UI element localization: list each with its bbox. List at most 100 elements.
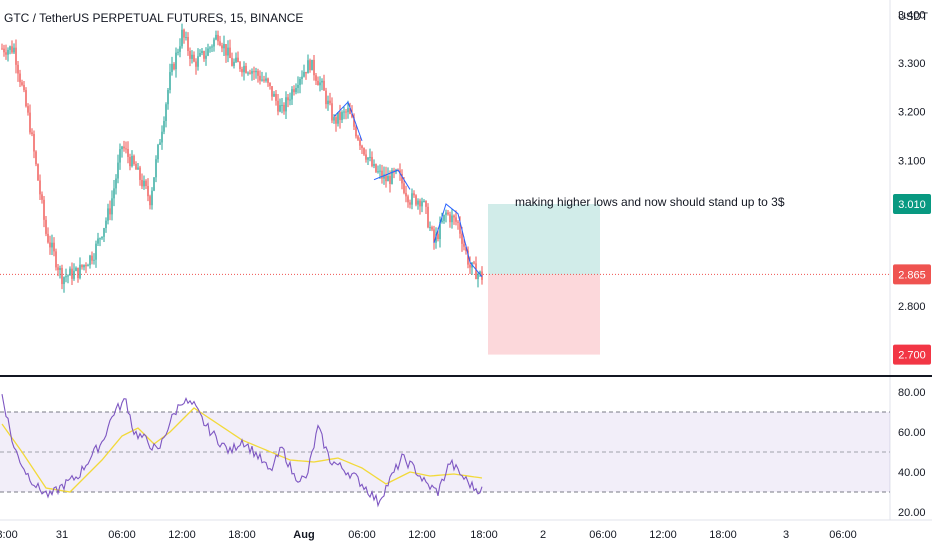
candle-body <box>365 154 367 160</box>
candle-body <box>101 236 103 239</box>
candle-body <box>243 65 245 73</box>
candle-body <box>37 164 39 181</box>
candle-body <box>55 251 57 268</box>
candle-body <box>61 267 63 285</box>
candle-body <box>193 54 195 62</box>
candle-body <box>465 246 467 251</box>
candle-body <box>203 51 205 59</box>
candle-body <box>9 46 11 50</box>
candle-body <box>167 89 169 105</box>
price-tick-label: 3.200 <box>898 107 926 119</box>
candle-body <box>357 136 359 140</box>
candle-body <box>259 75 261 81</box>
candle-body <box>197 56 199 67</box>
annotation-text[interactable]: making higher lows and now should stand … <box>515 195 785 209</box>
candle-body <box>331 103 333 121</box>
candle-body <box>383 174 385 179</box>
candle-body <box>283 104 285 112</box>
candle-body <box>281 104 283 106</box>
candle-body <box>427 206 429 228</box>
candle-body <box>157 144 159 160</box>
candle-body <box>181 29 183 47</box>
rsi-tick-label: 20.00 <box>898 507 926 519</box>
time-tick-label: 18:00 <box>0 529 18 541</box>
candle-body <box>431 227 433 230</box>
candle-body <box>313 59 315 76</box>
time-tick-label: Aug <box>293 529 314 541</box>
candle-body <box>241 69 243 73</box>
candle-body <box>33 134 35 152</box>
take-profit-zone[interactable] <box>488 204 600 275</box>
candle-body <box>149 196 151 206</box>
candle-body <box>353 117 355 127</box>
candle-body <box>363 148 365 155</box>
candle-body <box>165 104 167 122</box>
current-price-label-text: 2.865 <box>898 269 926 281</box>
candle-body <box>293 89 295 93</box>
time-axis-ticks: 18:00 31 06:00 12:00 18:00 Aug 06:00 12:00 18:00… <box>0 529 857 541</box>
candle-body <box>475 263 477 280</box>
candle-body <box>273 93 275 97</box>
candle-body <box>369 156 371 158</box>
candle-body <box>455 217 457 222</box>
candle-body <box>113 188 115 199</box>
trend-line[interactable] <box>433 203 483 278</box>
time-tick-label: 06:00 <box>589 529 617 541</box>
candle-body <box>323 80 325 91</box>
candle-body <box>303 71 305 77</box>
candle-body <box>287 97 289 101</box>
candle-body <box>373 164 375 166</box>
candle-body <box>375 164 377 172</box>
candle-body <box>315 75 317 81</box>
candle-body <box>447 212 449 215</box>
candle-body <box>419 200 421 207</box>
trend-line[interactable] <box>373 169 411 190</box>
candle-body <box>449 214 451 223</box>
stop-loss-zone[interactable] <box>488 274 600 355</box>
candle-body <box>223 44 225 49</box>
candle-body <box>333 117 335 121</box>
candle-body <box>201 51 203 53</box>
candle-body <box>329 100 331 104</box>
current-price-label: 2.865 <box>893 264 931 285</box>
candle-body <box>411 193 413 205</box>
candle-body <box>153 177 155 191</box>
candle-body <box>71 268 73 279</box>
trend-line[interactable] <box>333 101 363 142</box>
trend-drawing[interactable] <box>333 101 483 278</box>
candle-body <box>263 79 265 81</box>
stop-loss-label-bg <box>893 344 931 365</box>
candle-body <box>89 255 91 266</box>
candle-body <box>405 192 407 197</box>
candle-body <box>7 49 9 55</box>
candle-body <box>207 48 209 56</box>
candle-body <box>479 271 481 275</box>
candle-body <box>319 82 321 86</box>
candle-body <box>67 275 69 277</box>
candle-body <box>81 264 83 268</box>
candle-body <box>459 222 461 234</box>
candle-body <box>215 34 217 40</box>
candle-body <box>229 47 231 58</box>
candle-body <box>295 87 297 93</box>
time-tick-label: 2 <box>540 529 546 541</box>
candle-body <box>183 29 185 38</box>
candle-body <box>119 149 121 163</box>
candle-body <box>145 180 147 187</box>
price-axis-unit: USDT <box>898 11 928 23</box>
candle-body <box>417 200 419 205</box>
candle-body <box>257 70 259 76</box>
candle-body <box>139 167 141 180</box>
time-tick-label: 12:00 <box>168 529 196 541</box>
candle-body <box>335 117 337 124</box>
time-tick-label: 06:00 <box>108 529 136 541</box>
candle-body <box>87 265 89 267</box>
candle-body <box>79 264 81 279</box>
candle-body <box>327 100 329 105</box>
candle-body <box>155 159 157 178</box>
candle-body <box>451 215 453 223</box>
candle-body <box>41 194 43 200</box>
candle-body <box>35 151 37 165</box>
candle-body <box>83 264 85 268</box>
